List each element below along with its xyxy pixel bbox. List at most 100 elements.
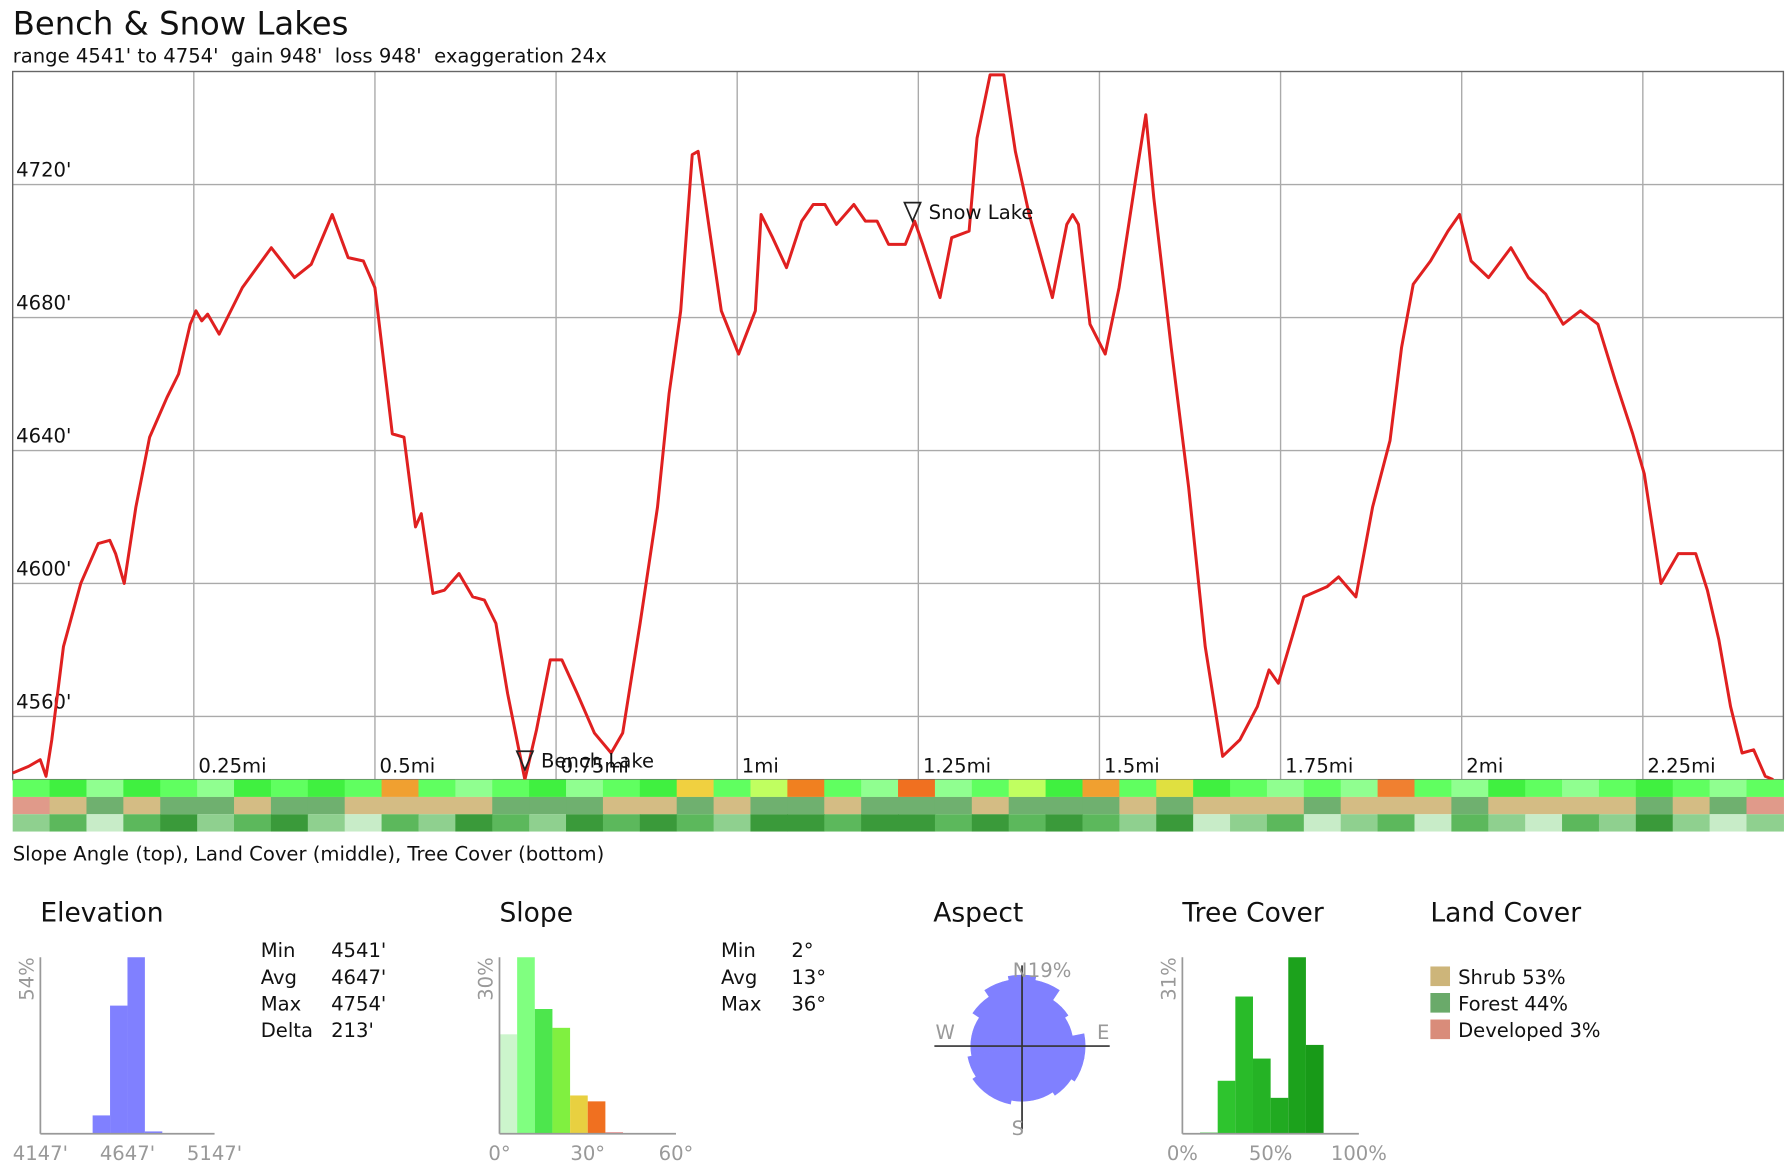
legend-label: Shrub 53%	[1458, 966, 1566, 989]
x-tick-label: 0.75mi	[561, 755, 629, 778]
rose-sector	[1021, 999, 1069, 1047]
strip-cell	[1562, 814, 1600, 832]
histogram-bar	[144, 1131, 163, 1134]
histogram-bar	[1235, 996, 1253, 1134]
strip-cell	[1672, 796, 1711, 815]
strip-cell	[1488, 779, 1526, 797]
strip-cell	[639, 814, 678, 832]
waypoint-marker	[515, 750, 535, 772]
strip-cell	[529, 814, 567, 832]
stat-text: 2°	[791, 939, 813, 962]
strip-cell	[713, 814, 752, 832]
strip-cell	[1746, 814, 1784, 832]
strip-cell	[307, 779, 346, 797]
strip-cell	[1156, 779, 1194, 797]
strip-cell	[1377, 814, 1416, 832]
strip-cell	[1045, 796, 1084, 815]
strip-cell	[160, 814, 198, 832]
strip-cell	[824, 814, 862, 832]
strip-cell	[750, 779, 788, 797]
rose-sector	[1021, 1045, 1085, 1082]
panel-title: Aspect	[933, 897, 1023, 928]
direction-label: N	[1013, 959, 1028, 982]
strip-cell	[529, 796, 567, 815]
strip-cell	[160, 796, 198, 815]
strip-cell	[1082, 796, 1120, 815]
strip-cell	[234, 779, 272, 797]
x-tick-label: 60°	[659, 1142, 694, 1165]
strip-cell	[898, 814, 936, 832]
x-tick-label: 4647'	[100, 1142, 155, 1165]
strip-cell	[971, 814, 1010, 832]
direction-label: W	[936, 1021, 955, 1044]
y-tick-label: 4680'	[16, 291, 71, 314]
x-tick-label: 50%	[1249, 1142, 1293, 1165]
strip-cell	[1119, 796, 1157, 815]
strip-cell	[1488, 814, 1526, 832]
panel-title: Slope	[499, 897, 573, 928]
y-tick-label: 31%	[1157, 957, 1180, 1001]
histogram-bar	[570, 1095, 588, 1134]
strip-cell	[1598, 779, 1637, 797]
chart-title: Bench & Snow Lakes	[13, 5, 349, 43]
strip-cell	[418, 779, 456, 797]
histogram-bar	[1288, 957, 1306, 1134]
strip-cell	[1414, 814, 1452, 832]
strip-cell	[12, 796, 51, 815]
strip-cell	[1746, 796, 1784, 815]
histogram-bar	[1252, 1058, 1271, 1134]
histogram-bar	[110, 1005, 128, 1134]
strip-cell	[1709, 814, 1748, 832]
strip-cell	[787, 796, 825, 815]
waypoint-marker	[903, 201, 922, 224]
strip-cell	[234, 814, 272, 832]
chart-subtitle: range 4541' to 4754' gain 948' loss 948'…	[13, 44, 607, 67]
strip-cell	[123, 779, 161, 797]
strip-cell	[861, 796, 899, 815]
strip-cell	[1377, 779, 1416, 797]
strip-cell	[1266, 814, 1305, 832]
histogram-bar	[92, 1115, 111, 1134]
strip-cell	[898, 796, 936, 815]
direction-label: E	[1097, 1021, 1109, 1044]
strip-cell	[123, 814, 161, 832]
y-tick-label: 4600'	[16, 557, 71, 580]
strip-cell	[1451, 796, 1489, 815]
strip-cell	[1709, 796, 1748, 815]
strip-cell	[86, 779, 124, 797]
strip-cell	[1082, 814, 1120, 832]
panel-title: Elevation	[40, 897, 163, 928]
strip-cell	[824, 779, 862, 797]
histogram-bar	[552, 1027, 571, 1134]
strip-caption: Slope Angle (top), Land Cover (middle), …	[13, 842, 605, 865]
strip-cell	[12, 779, 51, 797]
strip-cell	[1045, 779, 1084, 797]
rose-sector	[967, 1045, 1023, 1078]
strip-cell	[1303, 814, 1342, 832]
strip-cell	[49, 796, 88, 815]
strip-cell	[1340, 779, 1379, 797]
strip-cell	[898, 779, 936, 797]
x-tick-label: 0%	[1167, 1142, 1198, 1165]
stat-text: Max	[261, 992, 302, 1015]
strip-cell	[750, 796, 788, 815]
strip-cell	[861, 779, 899, 797]
strip-cell	[934, 796, 973, 815]
strip-cell	[602, 796, 641, 815]
strip-cell	[492, 796, 530, 815]
strip-cell	[602, 779, 641, 797]
x-tick-label: 2mi	[1466, 755, 1503, 778]
strip-cell	[49, 779, 88, 797]
strip-cell	[1525, 796, 1563, 815]
x-tick-label: 100%	[1331, 1142, 1387, 1165]
strip-cell	[1193, 796, 1231, 815]
strip-cell	[455, 796, 493, 815]
histogram-bar	[127, 957, 145, 1134]
strip-cell	[1230, 796, 1268, 815]
legend-swatch	[1430, 1019, 1451, 1040]
histogram-bar	[1305, 1044, 1324, 1134]
x-tick-label: 0.5mi	[380, 755, 436, 778]
stat-text: Min	[261, 939, 296, 962]
